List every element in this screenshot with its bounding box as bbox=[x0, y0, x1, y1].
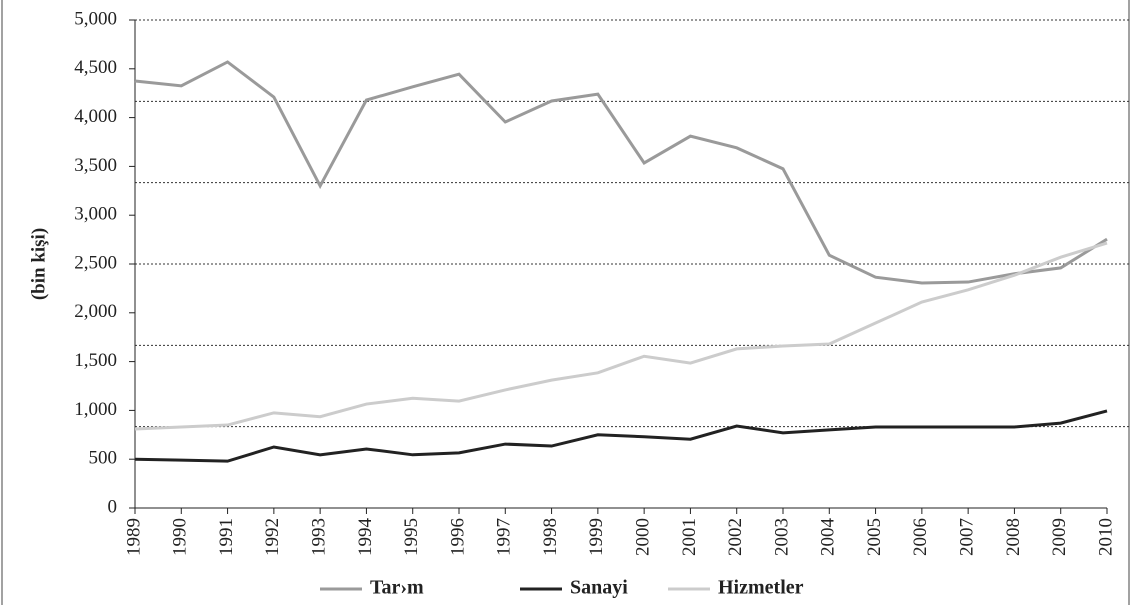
x-tick-label: 1999 bbox=[586, 518, 607, 556]
x-tick-label: 2010 bbox=[1095, 518, 1116, 556]
x-tick-label: 1997 bbox=[494, 518, 515, 556]
y-tick-label: 4,000 bbox=[74, 106, 117, 127]
x-tick-label: 2001 bbox=[679, 518, 700, 556]
x-tick-label: 2007 bbox=[957, 518, 978, 556]
legend-label: Hizmetler bbox=[718, 577, 804, 599]
y-tick-label: 3,000 bbox=[74, 204, 117, 225]
y-tick-label: 1,000 bbox=[74, 399, 117, 420]
x-tick-label: 2002 bbox=[725, 518, 746, 556]
y-tick-label: 1,500 bbox=[74, 350, 117, 371]
x-tick-label: 1995 bbox=[401, 518, 422, 556]
y-tick-label: 3,500 bbox=[74, 155, 117, 176]
x-tick-label: 1991 bbox=[216, 518, 237, 556]
x-tick-label: 1998 bbox=[540, 518, 561, 556]
x-tick-label: 2004 bbox=[818, 518, 839, 557]
x-tick-label: 2006 bbox=[910, 518, 931, 556]
legend-label: Sanayi bbox=[570, 577, 628, 599]
x-tick-label: 1992 bbox=[262, 518, 283, 556]
x-tick-label: 1989 bbox=[123, 518, 144, 556]
y-tick-label: 500 bbox=[89, 448, 118, 469]
x-tick-label: 2003 bbox=[771, 518, 792, 556]
x-tick-label: 2009 bbox=[1049, 518, 1070, 556]
x-tick-label: 2008 bbox=[1003, 518, 1024, 556]
y-tick-label: 2,500 bbox=[74, 252, 117, 273]
x-tick-label: 1990 bbox=[170, 518, 191, 556]
x-tick-label: 2005 bbox=[864, 518, 885, 556]
x-tick-label: 1993 bbox=[309, 518, 330, 556]
y-tick-label: 2,000 bbox=[74, 301, 117, 322]
series-line bbox=[134, 60, 1108, 285]
legend-label: Tar›m bbox=[370, 577, 424, 599]
y-tick-label: 5,000 bbox=[74, 8, 117, 29]
y-axis-label: (bin kişi) bbox=[28, 228, 49, 300]
x-tick-label: 1996 bbox=[447, 518, 468, 556]
y-tick-label: 0 bbox=[108, 496, 118, 517]
series-line bbox=[134, 409, 1108, 463]
x-tick-label: 1994 bbox=[355, 518, 376, 557]
y-tick-label: 4,500 bbox=[74, 57, 117, 78]
series-line bbox=[134, 241, 1108, 431]
x-tick-label: 2000 bbox=[633, 518, 654, 556]
